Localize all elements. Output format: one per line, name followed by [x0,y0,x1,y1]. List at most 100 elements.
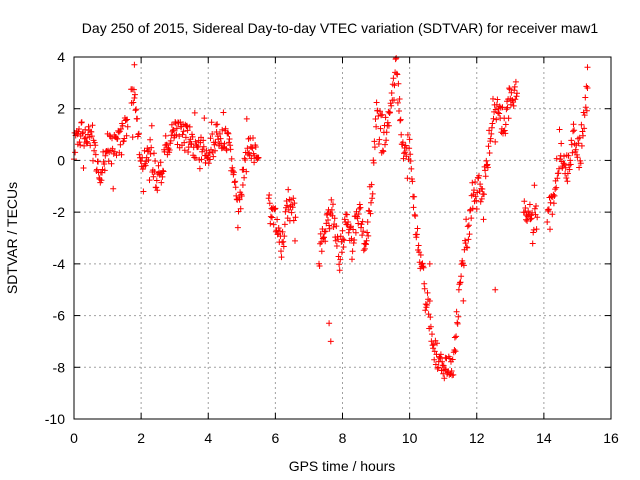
data-point [228,155,235,162]
data-point [335,236,341,243]
x-tick-label: 16 [603,430,619,446]
data-point [231,169,237,176]
data-point [584,85,591,91]
data-point [278,248,284,255]
data-point [131,61,138,68]
data-point [426,260,433,267]
data-point [398,131,405,138]
data-point [220,109,227,116]
data-point [239,182,246,188]
data-point [231,179,238,186]
data-point [249,145,256,152]
data-point [563,175,570,181]
data-point [362,240,369,247]
data-point [234,224,241,231]
data-point [181,139,188,146]
data-point [236,196,243,203]
data-point [285,186,292,193]
data-point [388,102,395,109]
data-point [407,151,414,158]
data-point [288,209,295,216]
data-point [451,334,458,341]
data-point [455,313,462,320]
data-point [330,201,336,208]
data-point [460,262,467,269]
data-point [378,112,385,119]
data-point [581,125,588,132]
data-point [469,179,476,186]
data-point [222,125,229,132]
data-point [134,115,141,122]
data-point [173,125,180,132]
data-point [394,99,401,106]
data-point [522,205,529,211]
data-point [333,243,340,249]
data-point [533,226,540,233]
data-point [340,236,347,243]
data-point [266,200,273,207]
data-point [200,143,207,150]
data-point [547,226,553,233]
data-point [118,126,124,132]
data-point [501,127,508,134]
data-point [420,264,427,271]
data-point [101,167,108,174]
data-point [453,308,460,315]
data-point [114,135,121,142]
data-point [570,128,576,135]
data-point [406,145,413,152]
data-point [351,237,358,243]
data-point [409,178,416,185]
x-tick-label: 8 [339,430,347,446]
data-point [352,229,359,236]
data-point [72,149,79,156]
data-point [148,144,155,151]
data-point [206,150,213,156]
data-point [369,195,376,202]
data-point [576,164,583,171]
data-point [188,140,195,147]
data-point [83,139,90,146]
data-point [506,85,513,92]
data-point [479,186,486,192]
data-point [364,219,371,225]
data-point [371,138,378,145]
data-point [160,168,167,175]
grid-lines [74,57,611,419]
data-point [109,135,115,142]
data-point [473,206,480,212]
data-point [419,260,426,267]
data-point [81,142,88,149]
data-point [323,211,330,218]
x-tick-label: 2 [137,430,145,446]
data-point [266,192,273,198]
data-point [426,298,433,304]
data-point [434,340,440,347]
data-point [561,161,568,168]
data-point [91,139,98,146]
data-point [111,148,118,155]
data-point [388,90,395,96]
data-point [478,195,485,202]
data-point [226,136,233,142]
data-point [340,244,347,250]
data-point [232,184,239,191]
data-point [367,210,374,217]
data-point [408,165,415,172]
data-point [148,122,155,129]
data-point [578,142,585,149]
data-point [473,197,480,204]
data-point [576,134,583,141]
data-point [383,129,390,136]
data-point [514,90,520,97]
data-point [210,153,217,160]
x-tick-label: 0 [70,430,78,446]
data-point [358,221,365,228]
data-point [387,109,393,116]
data-point [124,123,131,130]
data-point [290,217,297,224]
data-point [348,235,355,242]
data-point [78,119,85,126]
data-point [90,157,96,164]
data-point [229,164,236,171]
